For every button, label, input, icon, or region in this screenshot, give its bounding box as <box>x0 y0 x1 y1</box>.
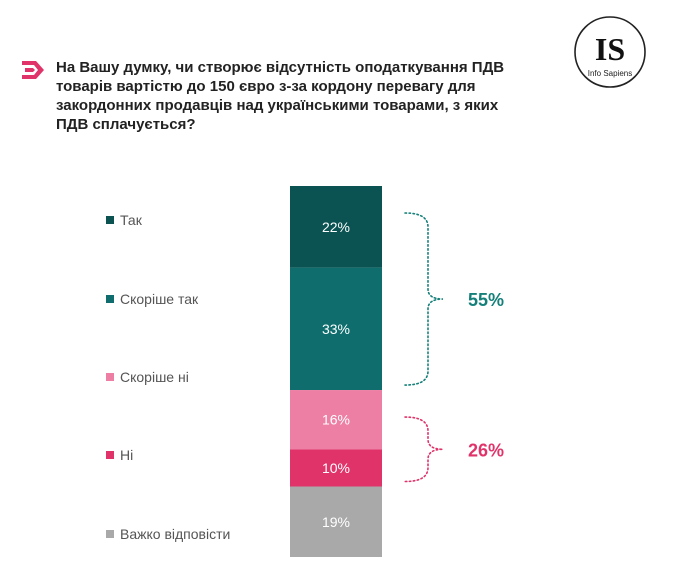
legend-swatch <box>106 295 114 303</box>
bar-segment <box>290 390 382 450</box>
segment-label: 22% <box>322 219 350 235</box>
legend-swatch <box>106 373 114 381</box>
bar-segment <box>290 486 382 557</box>
arrow-right-icon <box>22 61 44 79</box>
legend-swatch <box>106 216 114 224</box>
legend-swatch <box>106 451 114 459</box>
legend-label: Ні <box>120 447 133 463</box>
legend-label: Скоріше ні <box>120 369 189 385</box>
legend-label: Важко відповісти <box>120 526 230 542</box>
logo-mark: IS <box>595 31 625 67</box>
legend-swatch <box>106 530 114 538</box>
bar-segment <box>290 267 382 391</box>
segment-label: 19% <box>322 514 350 530</box>
logo-text: Info Sapiens <box>588 69 632 78</box>
bar-segment <box>290 186 382 268</box>
bar-segment <box>290 449 382 487</box>
group-brace <box>404 212 444 386</box>
group-total-label: 55% <box>468 290 504 310</box>
segment-label: 10% <box>322 460 350 476</box>
group-total-label: 26% <box>468 440 504 460</box>
legend-label: Так <box>120 212 143 228</box>
info-sapiens-logo: IS Info Sapiens <box>574 16 646 88</box>
segment-label: 33% <box>322 321 350 337</box>
question-title: На Вашу думку, чи створює відсутність оп… <box>56 59 505 133</box>
group-brace <box>404 416 444 483</box>
segment-label: 16% <box>322 412 350 428</box>
legend-label: Скоріше так <box>120 291 199 307</box>
